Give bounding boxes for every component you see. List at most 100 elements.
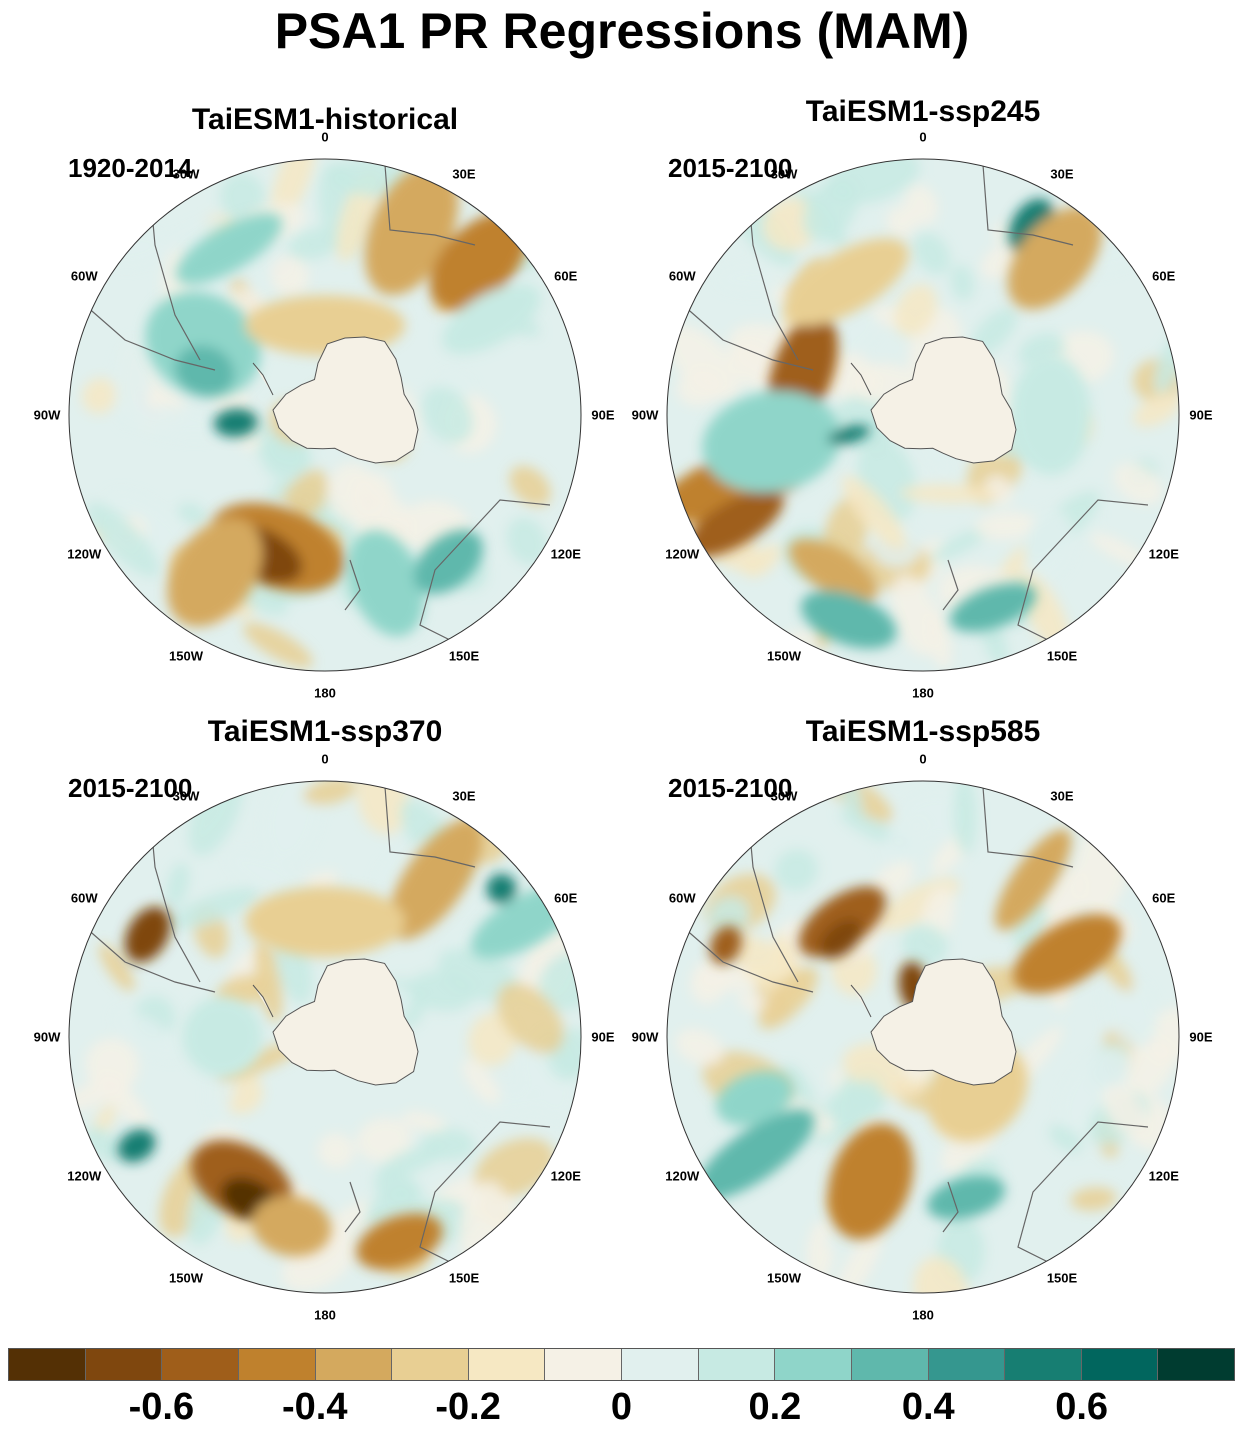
field-texture [262, 434, 312, 481]
longitude-label: 30W [770, 166, 798, 182]
panel-period: 2015-2100 [668, 153, 793, 183]
anomaly-region [800, 590, 897, 649]
longitude-label: 120E [1148, 1168, 1179, 1184]
longitude-label: 60E [1152, 268, 1176, 284]
field-texture [1133, 392, 1179, 428]
longitude-label: 90W [33, 1029, 61, 1045]
longitude-label: 30W [770, 788, 798, 804]
field-texture [327, 462, 377, 523]
colorbar-box [85, 1349, 163, 1380]
field-texture [270, 159, 316, 224]
colorbar-box [392, 1349, 469, 1380]
panel-title: TaiESM1-historical [191, 103, 459, 136]
longitude-label: 30E [452, 166, 476, 182]
longitude-label: 30W [172, 788, 200, 804]
longitude-label: 30E [1050, 788, 1074, 804]
longitude-label: 150E [1046, 1270, 1078, 1286]
longitude-label: 120W [67, 546, 102, 562]
polar-map [666, 780, 1180, 1294]
anomaly-region [819, 919, 863, 959]
field-texture [496, 982, 564, 1054]
longitude-label: 0 [919, 751, 927, 767]
colorbar-tick-label: -0.2 [435, 1386, 501, 1428]
coastline [682, 304, 814, 371]
field-texture [82, 377, 117, 414]
colorbar-box [1081, 1349, 1159, 1380]
field-texture [86, 502, 160, 578]
coastline [942, 1181, 959, 1233]
field-texture [509, 465, 551, 507]
map-border [666, 158, 1180, 672]
field-texture [468, 1012, 517, 1067]
coastline [419, 1121, 551, 1268]
longitude-label: 120W [67, 1168, 102, 1184]
field-texture [1070, 1187, 1117, 1211]
longitude-label: 120E [550, 546, 581, 562]
longitude-label: 150W [767, 1270, 801, 1286]
coastline [84, 926, 216, 993]
longitude-label: 0 [321, 751, 329, 767]
longitude-label: 60E [554, 890, 578, 906]
anomaly-region [182, 997, 263, 1077]
anomaly-region [117, 1129, 156, 1163]
coastline [384, 786, 476, 868]
anomaly-region [251, 1195, 332, 1257]
colorbar-box [928, 1349, 1006, 1380]
coastline [344, 1181, 361, 1233]
longitude-label: 150E [448, 648, 480, 664]
coastline [1017, 499, 1149, 646]
longitude-label: 30W [172, 166, 200, 182]
coastline [982, 164, 1074, 246]
anomaly-region [950, 583, 1036, 632]
field-texture [758, 966, 819, 1030]
field-texture [365, 1182, 423, 1227]
colorbar-box [775, 1349, 852, 1380]
longitude-label: 60W [668, 268, 696, 284]
map-panel: TaiESM1-ssp245 2015-2100 0 30E 60E 90E 120E 150… [600, 95, 1213, 701]
field-texture [539, 951, 581, 1011]
anomaly-region [356, 1213, 443, 1270]
anomaly-region [702, 390, 842, 493]
anomaly-region [709, 925, 742, 965]
anomaly-region [827, 1123, 914, 1240]
field-texture [401, 1111, 446, 1132]
coastline [982, 786, 1074, 868]
anomaly-region [716, 1071, 794, 1126]
longitude-label: 150W [767, 648, 801, 664]
field-texture [166, 887, 259, 930]
map-border [666, 780, 1180, 1294]
longitude-label: 0 [919, 129, 927, 145]
field-texture [166, 862, 190, 908]
field-texture [913, 232, 951, 275]
anomaly-region [1013, 914, 1122, 994]
anomaly-region [685, 490, 784, 558]
longitude-label: 180 [912, 685, 934, 701]
field-texture [717, 263, 796, 292]
field-texture [806, 1220, 834, 1284]
field-texture [378, 1144, 445, 1178]
figure-title: PSA1 PR Regressions (MAM) [274, 3, 970, 59]
longitude-label: 180 [314, 685, 336, 701]
field-texture [177, 502, 207, 525]
antarctica-coastline [252, 336, 419, 464]
coastline [682, 926, 814, 993]
field-texture [421, 386, 473, 444]
antarctica-coastline [850, 958, 1017, 1086]
anomaly-region [348, 530, 425, 637]
field-texture [287, 227, 342, 261]
field-texture [890, 574, 941, 657]
polar-map [68, 158, 582, 672]
coastline [344, 559, 361, 611]
colorbar-tick-label: 0.4 [901, 1386, 955, 1428]
panel-period: 2015-2100 [68, 773, 193, 803]
longitude-label: 90E [1189, 407, 1213, 423]
field-texture [506, 517, 548, 565]
panel-title: TaiESM1-ssp245 [805, 95, 1041, 128]
longitude-label: 150E [1046, 648, 1078, 664]
longitude-label: 30E [452, 788, 476, 804]
field-texture [708, 896, 750, 935]
map-panel: TaiESM1-ssp370 2015-2100 0 30E 60E 90E 120E 150… [0, 715, 615, 1323]
field-texture [356, 781, 410, 835]
panel-period: 1920-2014 [68, 153, 193, 183]
anomaly-region [175, 345, 235, 397]
